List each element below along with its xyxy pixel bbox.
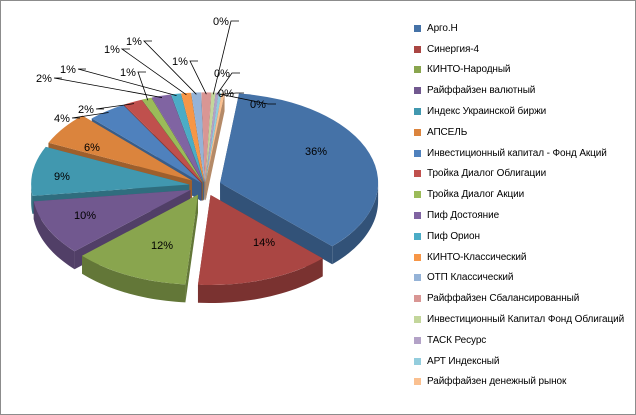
legend-swatch: [414, 232, 421, 240]
legend-label: Арго.Н: [427, 22, 458, 34]
legend-item-4: Райффайзен валютный: [414, 80, 632, 101]
data-label-13: 1%: [126, 36, 142, 48]
pie-slice-3: [82, 194, 199, 303]
legend-swatch: [414, 357, 421, 365]
legend-item-17: АРТ Индексный: [414, 351, 632, 372]
legend-item-14: Райффайзен Сбалансированный: [414, 288, 632, 309]
leader-line-13: [143, 40, 197, 95]
legend-item-9: Тройка Диалог Акции: [414, 184, 632, 205]
legend-swatch: [414, 170, 421, 178]
legend-item-11: Пиф Орион: [414, 226, 632, 247]
legend-label: Тройка Диалог Акции: [427, 189, 525, 201]
data-label-5: 9%: [54, 171, 70, 183]
data-label-3: 12%: [151, 240, 173, 252]
data-label-4: 10%: [74, 210, 96, 222]
legend-swatch: [414, 87, 421, 95]
leader-line-9: [137, 71, 149, 101]
legend-item-8: Тройка Диалог Облигации: [414, 164, 632, 185]
legend-label: Райффайзен Сбалансированный: [427, 293, 580, 305]
legend-label: ТАСК Ресурс: [427, 334, 487, 346]
leader-line-10: [53, 77, 163, 98]
legend-label: КИНТО-Народный: [427, 64, 511, 76]
legend-item-16: ТАСК Ресурс: [414, 330, 632, 351]
legend-label: КИНТО-Классический: [427, 251, 527, 263]
legend-item-13: ОТП Классический: [414, 268, 632, 289]
data-label-1: 36%: [305, 146, 327, 158]
legend-item-18: Райффайзен денежный рынок: [414, 372, 632, 393]
legend-swatch: [414, 108, 421, 116]
leader-line-15: [212, 20, 239, 95]
data-label-11: 1%: [60, 64, 76, 76]
data-label-2: 14%: [253, 237, 275, 249]
legend-swatch: [414, 24, 421, 32]
leader-line-8: [95, 103, 135, 110]
leader-line-7: [71, 112, 109, 119]
data-label-7: 4%: [54, 113, 70, 125]
legend-swatch: [414, 378, 421, 386]
legend-item-10: Пиф Достояние: [414, 205, 632, 226]
legend-label: Райффайзен денежный рынок: [427, 376, 567, 388]
leader-line-12: [120, 48, 187, 96]
data-label-12: 1%: [104, 44, 120, 56]
legend-label: Инвестиционный капитал - Фонд Акций: [427, 147, 607, 159]
legend-swatch: [414, 191, 421, 199]
legend-item-3: КИНТО-Народный: [414, 60, 632, 81]
data-label-6: 6%: [84, 142, 100, 154]
data-label-16: 0%: [214, 68, 230, 80]
leader-line-11: [77, 68, 177, 97]
legend-label: Индекс Украинской биржи: [427, 106, 547, 118]
legend: Арго.Н Синергия-4 КИНТО-Народный Райффайзен…: [414, 18, 632, 392]
legend-swatch: [414, 274, 421, 282]
leader-line-16: [216, 72, 240, 95]
leader-line-18: [222, 94, 276, 105]
legend-label: АПСЕЛЬ: [427, 126, 468, 138]
data-label-15: 0%: [213, 16, 229, 28]
legend-label: Пиф Достояние: [427, 210, 500, 222]
legend-label: Инвестиционный Капитал Фонд Облигаций: [427, 314, 625, 326]
pie-slice-2: [197, 195, 323, 304]
leader-line-14: [189, 60, 207, 95]
legend-swatch: [414, 212, 421, 220]
legend-swatch: [414, 149, 421, 157]
legend-label: Тройка Диалог Облигации: [427, 168, 547, 180]
data-label-10: 2%: [36, 73, 52, 85]
legend-label: Пиф Орион: [427, 230, 480, 242]
data-label-9: 1%: [120, 67, 136, 79]
legend-item-6: АПСЕЛЬ: [414, 122, 632, 143]
data-label-14: 1%: [172, 56, 188, 68]
pie-slice-18: [205, 92, 225, 201]
data-label-17: 0%: [218, 88, 234, 100]
legend-item-2: Синергия-4: [414, 39, 632, 60]
legend-swatch: [414, 45, 421, 53]
leader-line-17: [219, 92, 244, 95]
legend-item-5: Индекс Украинской биржи: [414, 101, 632, 122]
legend-swatch: [414, 295, 421, 303]
legend-swatch: [414, 336, 421, 344]
legend-item-1: Арго.Н: [414, 18, 632, 39]
legend-swatch: [414, 316, 421, 324]
legend-label: ОТП Классический: [427, 272, 514, 284]
legend-label: АРТ Индексный: [427, 355, 500, 367]
legend-swatch: [414, 66, 421, 74]
data-label-18: 0%: [250, 99, 266, 111]
legend-item-7: Инвестиционный капитал - Фонд Акций: [414, 143, 632, 164]
legend-item-12: КИНТО-Классический: [414, 247, 632, 268]
legend-item-15: Инвестиционный Капитал Фонд Облигаций: [414, 309, 632, 330]
legend-label: Синергия-4: [427, 43, 479, 55]
pie-slice-1: [220, 93, 379, 265]
legend-swatch: [414, 253, 421, 261]
data-label-8: 2%: [78, 104, 94, 116]
legend-label: Райффайзен валютный: [427, 85, 536, 97]
legend-swatch: [414, 128, 421, 136]
